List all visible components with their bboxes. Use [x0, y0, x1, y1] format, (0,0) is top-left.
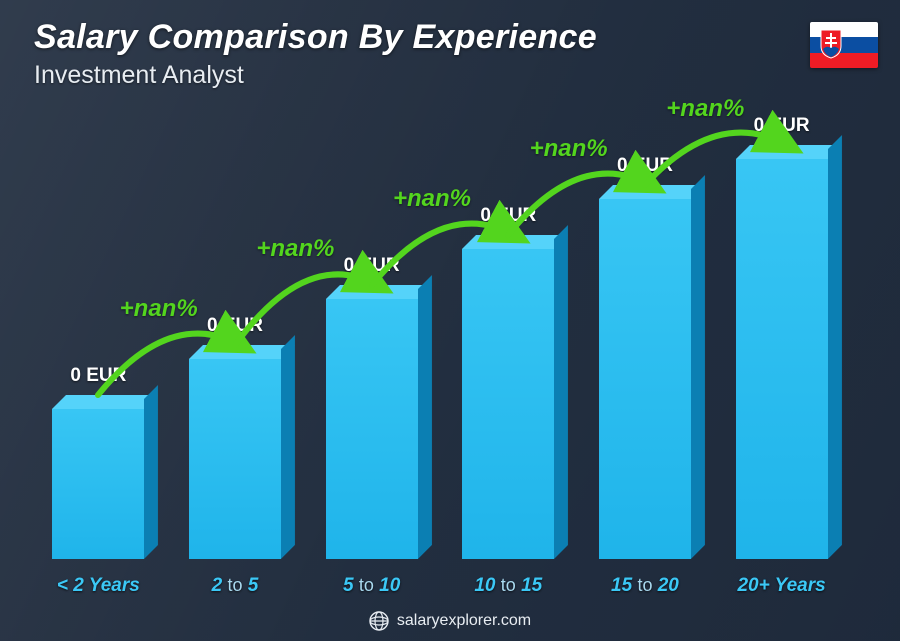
bar-slot: 0 EUR — [312, 119, 432, 559]
bar-value-label: 0 EUR — [28, 365, 168, 387]
bar — [189, 359, 281, 559]
x-axis-label: 20+ Years — [722, 575, 842, 597]
footer: salaryexplorer.com — [0, 611, 900, 631]
bars-row: 0 EUR0 EUR0 EUR0 EUR0 EUR0 EUR — [30, 119, 850, 559]
x-axis-label: 10 to 15 — [448, 575, 568, 597]
x-axis-label: < 2 Years — [38, 575, 158, 597]
bar — [599, 199, 691, 559]
bar — [52, 409, 144, 559]
page-title: Salary Comparison By Experience — [34, 18, 597, 57]
bar-slot: 0 EUR — [38, 119, 158, 559]
bar-slot: 0 EUR — [722, 119, 842, 559]
flag-crest-icon — [820, 29, 842, 59]
bar-slot: 0 EUR — [175, 119, 295, 559]
bar-slot: 0 EUR — [585, 119, 705, 559]
footer-text: salaryexplorer.com — [397, 612, 531, 630]
x-axis-label: 5 to 10 — [312, 575, 432, 597]
bar-value-label: 0 EUR — [712, 115, 852, 137]
bar-slot: 0 EUR — [448, 119, 568, 559]
title-area: Salary Comparison By Experience Investme… — [34, 18, 597, 90]
bar-value-label: 0 EUR — [438, 205, 578, 227]
infographic-stage: Salary Comparison By Experience Investme… — [0, 0, 900, 641]
page-subtitle: Investment Analyst — [34, 61, 597, 90]
bar-value-label: 0 EUR — [575, 155, 715, 177]
bar — [462, 249, 554, 559]
bar-value-label: 0 EUR — [165, 315, 305, 337]
x-axis-label: 2 to 5 — [175, 575, 295, 597]
bar — [326, 299, 418, 559]
x-axis-label: 15 to 20 — [585, 575, 705, 597]
bar — [736, 159, 828, 559]
globe-icon — [369, 611, 389, 631]
x-axis: < 2 Years 2 to 5 5 to 10 10 to 15 15 to 20 20… — [30, 575, 850, 597]
bar-chart: 0 EUR0 EUR0 EUR0 EUR0 EUR0 EUR +nan%+nan… — [30, 119, 850, 559]
country-flag-slovakia — [810, 22, 878, 68]
bar-value-label: 0 EUR — [302, 255, 442, 277]
